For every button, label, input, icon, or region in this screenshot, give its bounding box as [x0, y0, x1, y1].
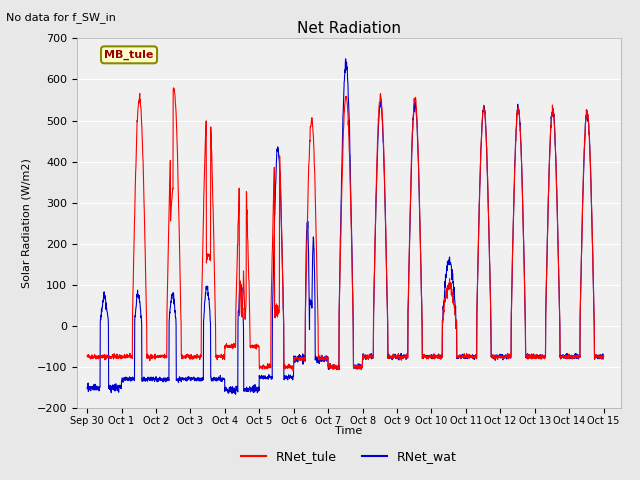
RNet_wat: [232, 391, 239, 397]
Y-axis label: Solar Radiation (W/m2): Solar Radiation (W/m2): [21, 158, 31, 288]
RNet_tule: [180, 354, 188, 360]
X-axis label: Time: Time: [335, 426, 362, 436]
RNet_tule: [404, 300, 412, 306]
RNet_wat: [404, 302, 412, 308]
RNet_tule: [170, 85, 177, 91]
RNet_tule: [289, 368, 297, 374]
RNet_wat: [83, 385, 91, 391]
Text: No data for f_SW_in: No data for f_SW_in: [6, 12, 116, 23]
RNet_wat: [499, 355, 506, 360]
Text: MB_tule: MB_tule: [104, 50, 154, 60]
Legend: RNet_tule, RNet_wat: RNet_tule, RNet_wat: [236, 445, 461, 468]
RNet_wat: [600, 354, 607, 360]
Line: RNet_wat: RNet_wat: [87, 59, 604, 394]
RNet_tule: [83, 353, 91, 359]
RNet_tule: [499, 356, 506, 362]
RNet_wat: [577, 256, 585, 262]
RNet_wat: [224, 388, 232, 394]
RNet_wat: [351, 365, 358, 371]
RNet_tule: [351, 363, 358, 369]
RNet_wat: [179, 377, 187, 383]
RNet_tule: [225, 343, 232, 349]
RNet_wat: [342, 56, 349, 61]
Title: Net Radiation: Net Radiation: [297, 21, 401, 36]
RNet_tule: [577, 256, 585, 262]
Line: RNet_tule: RNet_tule: [87, 88, 604, 371]
RNet_tule: [600, 354, 607, 360]
